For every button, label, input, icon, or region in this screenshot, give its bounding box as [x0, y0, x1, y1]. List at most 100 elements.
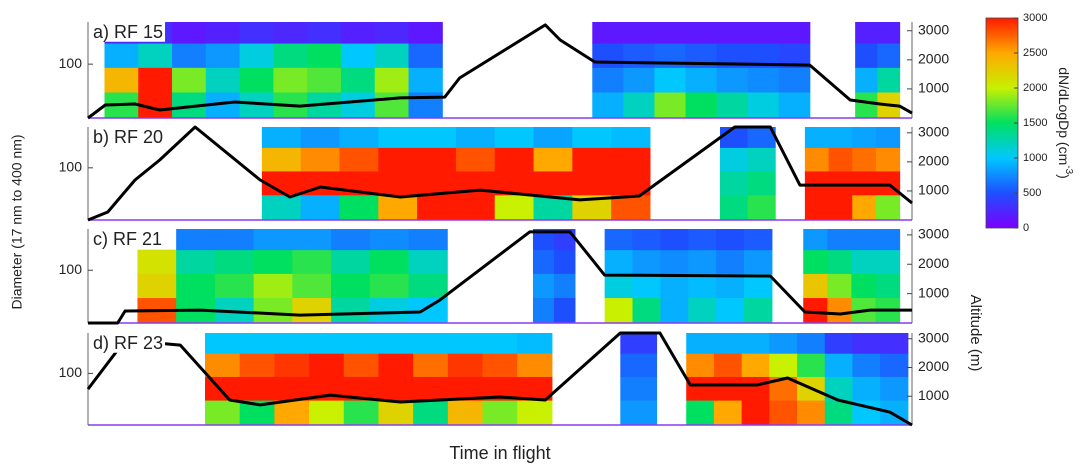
heatmap-cell: [494, 194, 535, 221]
heatmap-cell: [205, 67, 241, 93]
heatmap-cell: [138, 43, 173, 68]
heatmap-cell: [632, 229, 661, 251]
colorbar-tick-label: 1500: [1023, 117, 1047, 129]
heatmap-cell: [875, 229, 901, 251]
heatmap-cell: [720, 170, 749, 196]
heatmap-cell: [713, 400, 743, 426]
heatmap-cell: [300, 127, 340, 148]
heatmap-cell: [343, 333, 379, 354]
heatmap-cell: [138, 67, 173, 93]
heatmap-cell: [137, 249, 177, 274]
heatmap-cell: [532, 273, 555, 299]
heatmap-cell: [828, 194, 853, 221]
heatmap-cell: [408, 67, 443, 93]
heatmap-cell: [339, 147, 379, 172]
heatmap-cell: [205, 22, 241, 44]
heatmap-cell: [517, 353, 553, 377]
heatmap-cell: [611, 147, 651, 172]
heatmap-cell: [172, 43, 207, 68]
panel-title: d) RF 23: [93, 333, 163, 353]
heatmap-cell: [778, 22, 811, 44]
heatmap-cell: [741, 376, 770, 401]
heatmap-cell: [747, 127, 776, 148]
heatmap-cell: [292, 273, 332, 299]
heatmap-cell: [741, 400, 770, 426]
heatmap-cell: [778, 67, 811, 93]
heatmap-cell: [741, 353, 770, 377]
heatmap-cell: [824, 400, 853, 426]
heatmap-cell: [300, 147, 340, 172]
heatmap-cell: [880, 353, 909, 377]
altitude-line: [87, 125, 913, 222]
colorbar-label-sup: -3: [1063, 165, 1074, 174]
heatmap-cell: [855, 43, 878, 68]
heatmap-cell: [744, 249, 773, 274]
heatmap-cell: [253, 273, 293, 299]
heatmap-cell: [261, 194, 302, 221]
heatmap-cell: [408, 249, 448, 274]
y-axis-label: Diameter (17 nm to 400 nm): [9, 134, 25, 309]
heatmap-cell: [824, 333, 853, 354]
heatmap-cell: [369, 229, 410, 251]
heatmap-cell: [517, 400, 553, 426]
heatmap-cell: [309, 333, 345, 354]
title-background: [91, 228, 165, 249]
heatmap-cell: [803, 297, 828, 324]
heatmap-cell: [447, 353, 484, 377]
colorbar-tick-label: 2500: [1023, 47, 1047, 59]
heatmap-cell: [274, 400, 310, 426]
title-background: [91, 126, 166, 147]
heatmap-cell: [875, 127, 901, 148]
heatmap-cell: [654, 22, 687, 44]
y-tick-label: 100: [59, 159, 83, 175]
y2-tick-label: 2000: [918, 255, 949, 271]
heatmap-cell: [447, 333, 484, 354]
heatmap-cell: [239, 333, 275, 354]
panel: 100 1000 2000 3000 a) RF 15: [59, 21, 949, 120]
heatmap-cell: [713, 376, 743, 401]
heatmap-cell: [851, 249, 877, 274]
heatmap-cell: [331, 297, 371, 324]
heatmap-cell: [797, 400, 826, 426]
heatmap-cell: [803, 229, 828, 251]
heatmap-cell: [205, 400, 241, 426]
heatmap-cell: [413, 333, 449, 354]
heatmap-cell: [713, 333, 743, 354]
heatmap-cell: [592, 91, 624, 119]
heatmap-cell: [331, 229, 371, 251]
y-tick-label: 100: [59, 364, 83, 380]
heatmap-cell: [875, 249, 901, 274]
heatmap-cell: [880, 333, 909, 354]
heatmap-cell: [553, 273, 576, 299]
heatmap-cell: [413, 353, 449, 377]
heatmap-cell: [747, 67, 780, 93]
heatmap-cell: [852, 127, 877, 148]
y2-tick-label: 1000: [918, 387, 949, 403]
heatmap-cell: [769, 333, 798, 354]
heatmap-cell: [532, 297, 555, 324]
heatmap-cell: [855, 22, 878, 44]
heatmap-cell: [307, 67, 342, 93]
heatmap-cell: [176, 229, 216, 251]
heatmap-cell: [769, 400, 798, 426]
heatmap-cell: [239, 22, 274, 44]
heatmap-cell: [533, 127, 573, 148]
heatmap-cell: [532, 249, 555, 274]
heatmap-cell: [716, 91, 749, 119]
colorbar-tick-label: 3000: [1023, 12, 1047, 24]
heatmap-cell: [660, 249, 689, 274]
heatmap-cell: [253, 297, 293, 324]
heatmap-cell: [611, 194, 651, 221]
heatmap-cell: [827, 249, 852, 274]
heatmap-cell: [343, 400, 379, 426]
heatmap-cell: [747, 91, 780, 119]
heatmap-cell: [851, 273, 877, 299]
heatmap-cell: [378, 400, 414, 426]
heatmap-cell: [343, 353, 379, 377]
heatmap-cell: [852, 170, 877, 196]
heatmap-cell: [852, 376, 881, 401]
colorbar-label-end: ): [1056, 174, 1072, 179]
heatmap-cell: [176, 273, 216, 299]
heatmap-cell: [307, 22, 342, 44]
heatmap-cell: [877, 22, 901, 44]
